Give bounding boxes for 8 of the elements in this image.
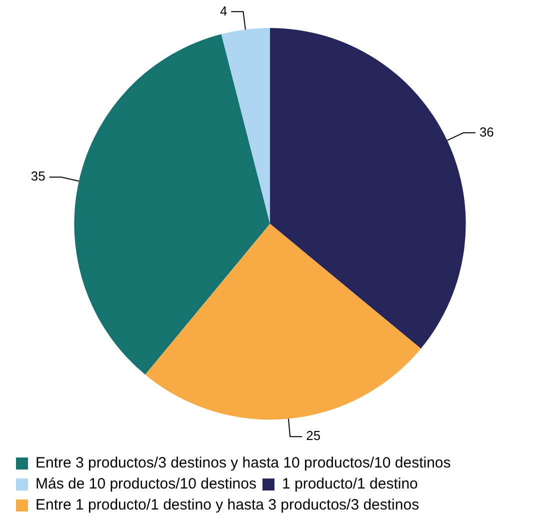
legend-label: Entre 3 productos/3 destinos y hasta 10 productos/10 destinos (36, 454, 451, 472)
data-label: 35 (30, 168, 46, 184)
legend-label: Más de 10 productos/10 destinos (36, 476, 256, 493)
data-label: 4 (220, 3, 228, 18)
legend-label: 1 producto/1 destino (282, 476, 418, 493)
data-label: 36 (479, 124, 494, 140)
data-label: 25 (306, 428, 321, 444)
legend-label: Entre 1 producto/1 destino y hasta 3 productos/3 destinos (36, 496, 420, 514)
